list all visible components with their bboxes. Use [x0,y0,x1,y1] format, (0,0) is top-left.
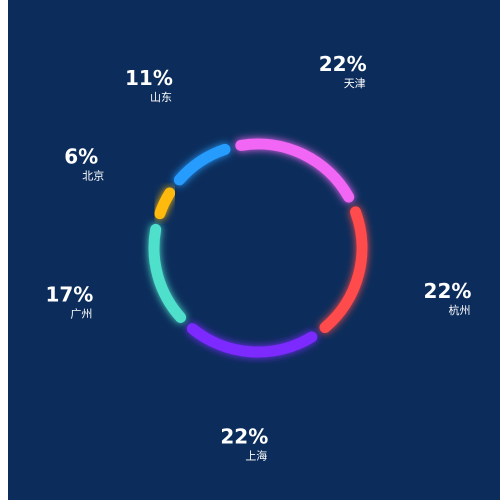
slice-percent-label: 17% [45,282,93,306]
slice-name-label: 广州 [70,307,92,320]
slice-name-label: 山东 [150,91,172,104]
slice-name-label: 天津 [344,77,366,90]
slice-percent-label: 11% [125,66,173,90]
donut-slice[interactable] [235,138,355,203]
slice-percent-label: 22% [424,279,472,303]
slice-percent-label: 22% [220,425,268,449]
slice-name-label: 杭州 [448,303,470,317]
slice-percent-label: 22% [319,52,367,76]
slice-percent-label: 6% [64,144,98,168]
slice-name-label: 北京 [82,168,104,182]
slice-name-label: 上海 [245,449,267,463]
donut-slice[interactable] [148,223,187,323]
donut-slice[interactable] [319,206,368,334]
donut-slice[interactable] [186,323,318,358]
chart-background: 22% 天津 22% 杭州 22% 上海 17% 广州 6% 北京 11% 山东 [8,0,500,500]
donut-slice[interactable] [173,143,231,186]
donut-slice[interactable] [154,187,176,220]
